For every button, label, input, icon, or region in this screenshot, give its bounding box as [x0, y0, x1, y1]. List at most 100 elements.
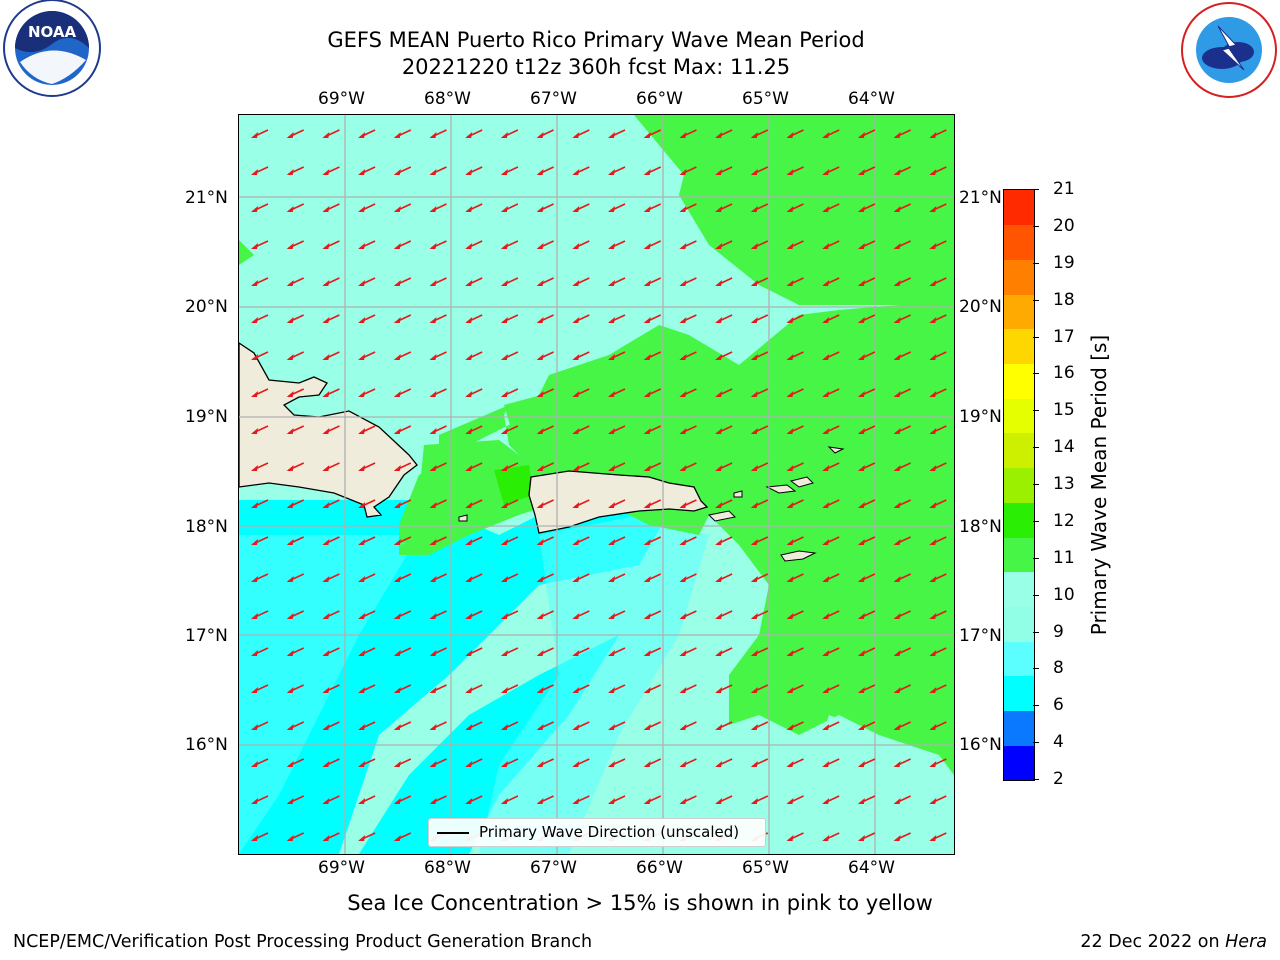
wave-arrow	[429, 758, 447, 767]
wave-arrow	[536, 425, 554, 434]
lat-label-right: 17°N	[959, 626, 1002, 646]
wave-arrow	[893, 758, 911, 767]
colorbar-tick-mark	[1033, 520, 1039, 522]
wave-arrow	[572, 684, 590, 693]
nws-logo	[1178, 0, 1280, 100]
wave-arrow	[715, 314, 733, 323]
wave-arrow	[500, 499, 519, 508]
wave-arrow	[465, 573, 483, 582]
land-anegada	[827, 446, 845, 454]
wave-arrow	[822, 462, 840, 471]
wave-arrow	[857, 203, 876, 212]
colorbar-cell	[1004, 502, 1034, 538]
footer-date: 22 Dec 2022 on	[1080, 932, 1226, 952]
wave-arrow	[786, 314, 804, 323]
wave-arrow	[322, 647, 340, 656]
land-mona	[458, 514, 468, 522]
wave-arrow	[465, 129, 483, 138]
land-st-croix	[780, 550, 817, 562]
wave-arrow	[608, 129, 626, 138]
wave-arrow	[822, 129, 840, 138]
wave-arrow	[500, 721, 519, 730]
wave-arrow	[857, 721, 876, 730]
wave-arrow	[358, 684, 376, 693]
colorbar-tick-label: 21	[1053, 179, 1075, 199]
wave-arrow	[857, 388, 876, 397]
wave-arrow	[679, 425, 697, 434]
footer-left: NCEP/EMC/Verification Post Processing Pr…	[13, 932, 593, 952]
wave-arrow	[929, 721, 947, 730]
wave-arrow	[429, 610, 447, 619]
wave-arrow	[643, 647, 662, 656]
wave-arrow	[643, 388, 662, 397]
wave-arrow	[536, 499, 554, 508]
wave-arrow	[572, 610, 590, 619]
wave-arrow	[822, 240, 840, 249]
wave-arrow	[750, 314, 769, 323]
colorbar-tick-label: 4	[1053, 732, 1064, 753]
wave-arrow	[786, 832, 804, 841]
wave-arrow	[322, 462, 340, 471]
wave-arrow	[750, 647, 769, 656]
wave-arrow	[750, 573, 769, 582]
wave-arrow	[536, 462, 554, 471]
wave-arrow	[358, 203, 376, 212]
wave-arrow	[929, 758, 947, 767]
wave-arrow	[500, 351, 519, 360]
land-vieques	[707, 510, 737, 522]
wave-arrow	[322, 832, 340, 841]
wave-arrow	[822, 499, 840, 508]
wave-arrow	[322, 499, 340, 508]
wave-arrow	[893, 388, 911, 397]
wave-arrow	[500, 203, 519, 212]
wave-arrow	[679, 240, 697, 249]
wave-arrow	[750, 129, 769, 138]
gridlines	[239, 115, 954, 854]
wave-arrow	[822, 795, 840, 804]
wave-arrow	[286, 240, 305, 249]
wave-arrow	[715, 573, 733, 582]
wave-arrow	[322, 314, 340, 323]
legend-line-swatch	[437, 832, 469, 834]
wave-arrow	[251, 573, 269, 582]
wave-arrow	[679, 536, 697, 545]
wave-arrow	[393, 832, 412, 841]
wave-arrow	[358, 795, 376, 804]
wave-arrow	[679, 647, 697, 656]
wave-arrow	[536, 647, 554, 656]
wave-arrow	[429, 795, 447, 804]
colorbar-label-wrap: Primary Wave Mean Period [s]	[1086, 190, 1116, 780]
wave-arrow	[393, 795, 412, 804]
lon-label-bottom: 64°W	[848, 858, 895, 878]
wave-arrow	[608, 721, 626, 730]
colorbar-cell	[1004, 259, 1034, 295]
wave-arrow	[608, 425, 626, 434]
wave-arrow	[679, 758, 697, 767]
wave-arrow	[322, 388, 340, 397]
wave-arrow	[608, 388, 626, 397]
colorbar-cell	[1004, 537, 1034, 573]
wave-arrow	[536, 758, 554, 767]
lon-label-top: 68°W	[424, 89, 471, 109]
colorbar-tick-label: 18	[1053, 289, 1075, 310]
wave-arrow	[608, 499, 626, 508]
wave-arrow	[786, 647, 804, 656]
wave-arrow	[715, 388, 733, 397]
wave-arrow	[286, 795, 305, 804]
colorbar-tick-label: 15	[1053, 400, 1075, 421]
wave-arrow	[643, 536, 662, 545]
wave-arrow	[572, 314, 590, 323]
wave-arrow	[572, 758, 590, 767]
colorbar-tick-label: 6	[1053, 695, 1064, 716]
wave-arrow	[643, 795, 662, 804]
wave-arrow	[929, 240, 947, 249]
wave-arrow	[536, 166, 554, 175]
wave-arrow	[286, 351, 305, 360]
wave-arrow	[857, 314, 876, 323]
wave-arrow	[679, 351, 697, 360]
wave-arrow	[286, 129, 305, 138]
colorbar-cell	[1004, 571, 1034, 607]
wave-arrow	[715, 795, 733, 804]
wave-arrow	[465, 314, 483, 323]
colorbar-tick-mark	[1033, 225, 1039, 227]
